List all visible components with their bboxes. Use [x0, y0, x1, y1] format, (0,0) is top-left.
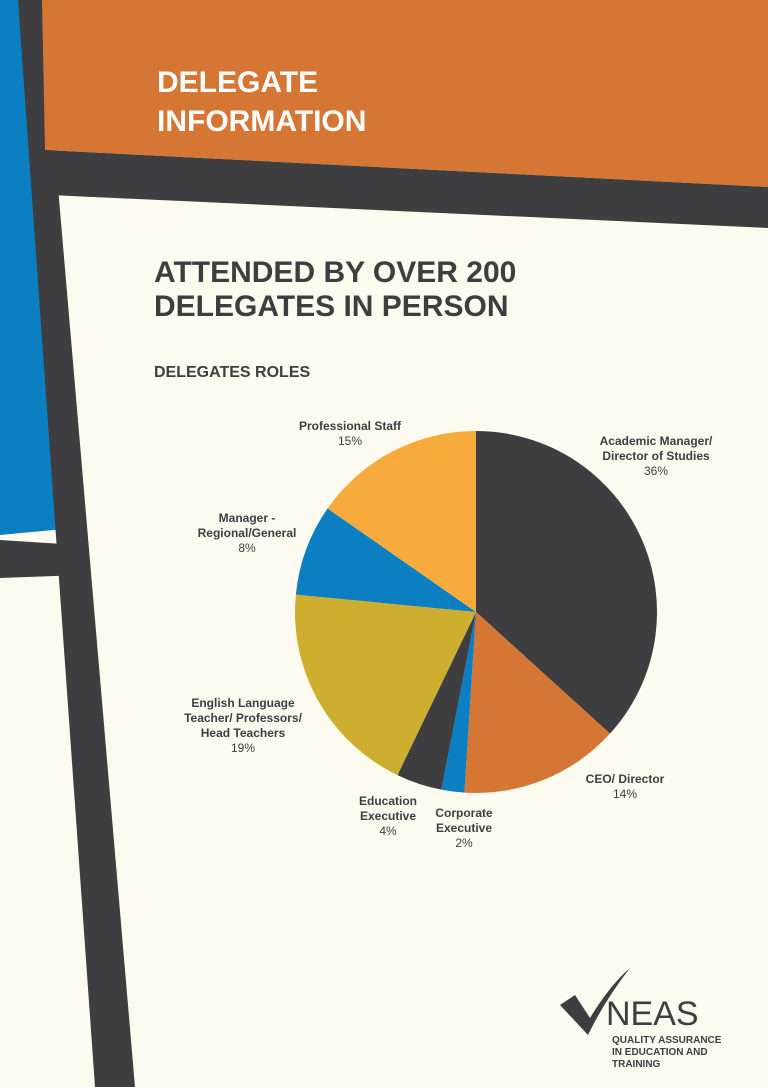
category-label: English Language Teacher/ Professors/ He…: [184, 696, 302, 740]
slice-label: Manager - Regional/General 8%: [182, 511, 312, 556]
logo-name: NEAS: [606, 995, 699, 1033]
headline: DELEGATES IN PERSON: [154, 290, 509, 323]
headline: ATTENDED BY OVER 200: [154, 256, 516, 289]
logo-check: [560, 968, 630, 1035]
slice-label: Academic Manager/ Director of Studies 36%: [576, 434, 736, 479]
category-label: Manager - Regional/General: [197, 511, 297, 540]
slice-label: English Language Teacher/ Professors/ He…: [168, 696, 318, 756]
value-label: 8%: [238, 541, 256, 555]
pie-slice: [295, 508, 476, 612]
dark-band: [45, 150, 768, 228]
value-label: 4%: [379, 824, 397, 838]
value-label: 36%: [643, 464, 669, 478]
pie-slice: [441, 612, 476, 793]
pie-slice: [327, 431, 476, 612]
slice-label: Education Executive 4%: [343, 794, 433, 839]
value-label: 2%: [455, 836, 473, 850]
pie-slice: [476, 431, 657, 734]
logo-tagline: TRAINING: [612, 1059, 661, 1070]
category-label: CEO/ Director: [585, 772, 665, 786]
category-label: Education Executive: [358, 794, 417, 823]
slice-label: Corporate Executive 2%: [419, 806, 509, 851]
dark-bar: [0, 540, 82, 578]
chart-title: DELEGATES ROLES: [154, 364, 310, 381]
page-title: DELEGATE: [157, 66, 318, 99]
category-label: Professional Staff: [298, 419, 402, 433]
slice-label: Professional Staff 15%: [295, 419, 405, 449]
pie-slice: [397, 612, 476, 790]
slice-label: CEO/ Director 14%: [570, 772, 680, 802]
pie-slice: [295, 594, 476, 776]
logo-tagline: IN EDUCATION AND: [612, 1047, 708, 1058]
value-label: 15%: [337, 434, 363, 448]
pie-slice: [464, 612, 610, 793]
pie: [295, 431, 657, 793]
page-title: INFORMATION: [157, 105, 366, 138]
logo-tagline: QUALITY ASSURANCE: [612, 1035, 722, 1046]
value-label: 14%: [612, 787, 638, 801]
dark-bar: [18, 0, 135, 1087]
orange-banner: [42, 0, 768, 187]
category-label: Academic Manager/ Director of Studies: [599, 434, 713, 463]
category-label: Corporate Executive: [435, 806, 493, 835]
value-label: 19%: [230, 741, 256, 755]
